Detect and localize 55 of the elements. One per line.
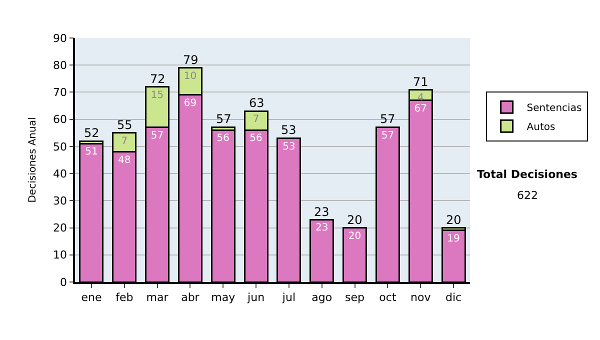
legend-label: Autos [526, 122, 556, 134]
data-label: 20 [348, 230, 362, 242]
total-label: 20 [446, 213, 462, 227]
y-tick-label: 90 [53, 32, 68, 45]
data-label: 10 [184, 70, 197, 82]
total-label: 71 [413, 75, 428, 89]
total-label: 20 [347, 213, 362, 227]
text: 622 [517, 189, 538, 202]
x-tick-label: mar [146, 290, 169, 304]
total-label: 23 [314, 205, 330, 219]
total-label: 72 [150, 72, 166, 86]
y-tick-label: 70 [53, 86, 68, 100]
data-label: 51 [85, 146, 98, 158]
y-tick-label: 10 [53, 248, 68, 262]
x-tick-label: ene [81, 290, 102, 304]
total-label: 52 [84, 126, 100, 140]
x-tick-label: abr [181, 290, 200, 304]
x-tick-label: dic [445, 290, 462, 304]
x-tick-label: oct [379, 290, 397, 304]
total-label: 79 [183, 53, 198, 67]
y-tick-label: 60 [53, 113, 68, 126]
y-tick-label: 0 [60, 276, 68, 289]
y-axis-title: Decisiones Anual [28, 117, 39, 203]
y-tick-label: 30 [53, 194, 68, 208]
x-tick-label: ago [312, 290, 332, 304]
x-tick-label: jun [246, 290, 265, 304]
total-label: 57 [380, 112, 396, 126]
x-tick-label: may [211, 290, 236, 304]
data-label: 56 [216, 133, 230, 144]
data-label: 53 [282, 141, 296, 152]
data-label: 7 [121, 136, 128, 147]
y-tick-label: 40 [53, 167, 68, 180]
text: Total Decisiones [477, 168, 578, 181]
data-label: 67 [414, 103, 427, 114]
data-label: 19 [447, 233, 460, 244]
data-label: 56 [250, 133, 262, 144]
x-tick-label: sep [345, 290, 365, 304]
legend-label: Sentencias [526, 103, 582, 114]
total-label: 57 [216, 112, 232, 126]
y-tick-label: 20 [53, 222, 68, 235]
x-tick-label: jul [281, 290, 296, 304]
x-tick-label: feb [116, 290, 134, 304]
data-label: 57 [381, 130, 394, 142]
data-label: 57 [150, 130, 164, 142]
data-label: 15 [150, 90, 164, 101]
total-label: 55 [117, 118, 132, 132]
y-tick-label: 50 [53, 140, 68, 154]
data-label: 7 [252, 114, 260, 126]
data-label: 69 [184, 98, 197, 109]
data-label: 23 [316, 222, 328, 234]
x-tick-label: nov [410, 290, 432, 304]
data-label: 48 [118, 154, 131, 166]
total-label: 53 [281, 123, 296, 137]
total-label: 63 [249, 96, 264, 110]
y-tick-label: 80 [53, 58, 68, 72]
